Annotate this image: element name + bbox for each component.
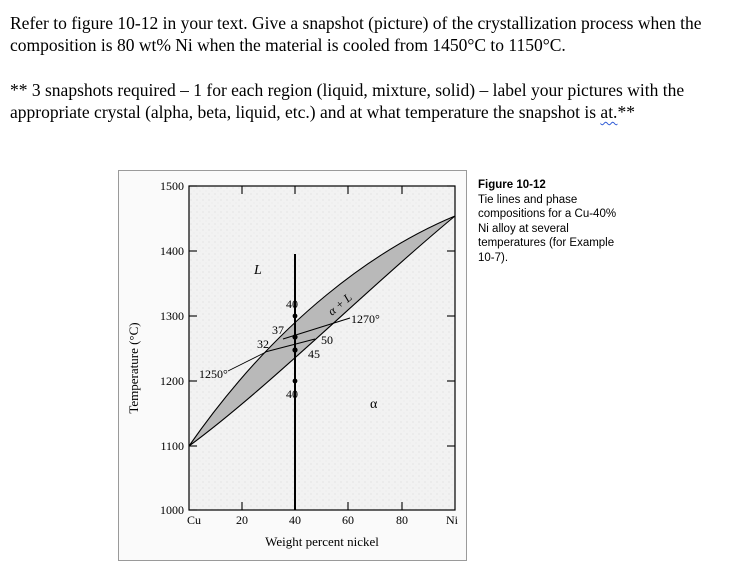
question-paragraph-2: ** 3 snapshots required – 1 for each reg… <box>10 79 740 123</box>
label-32: 32 <box>257 337 269 351</box>
label-1270: 1270° <box>351 312 380 326</box>
y-axis-title: Temperature (°C) <box>126 322 141 413</box>
x-tick-80: 80 <box>396 513 408 527</box>
caption-text: Tie lines and phase compositions for a C… <box>478 193 617 264</box>
label-1250: 1250° <box>199 367 228 381</box>
question-paragraph-2-end: ** <box>617 102 635 122</box>
y-tick-1500: 1500 <box>160 179 184 193</box>
diagram-annotations: 1270° 1250° 40 37 32 50 45 40 <box>199 297 380 401</box>
y-tick-1200: 1200 <box>160 374 184 388</box>
y-tick-1100: 1100 <box>160 439 184 453</box>
y-tick-1400: 1400 <box>160 244 184 258</box>
phase-points <box>292 313 298 384</box>
figure-caption: Figure 10-12 Tie lines and phase composi… <box>478 178 628 265</box>
y-axis-title-dash: - <box>132 383 136 398</box>
y-tick-1300: 1300 <box>160 309 184 323</box>
x-tick-ni: Ni <box>446 513 459 527</box>
label-40-top: 40 <box>286 297 298 311</box>
x-tick-60: 60 <box>342 513 354 527</box>
x-tick-40: 40 <box>289 513 301 527</box>
alpha-plus-liquid-region <box>188 215 456 447</box>
label-40-bottom: 40 <box>286 387 298 401</box>
region-label-liquid: L <box>253 263 262 278</box>
spellcheck-flagged-word: at. <box>600 102 618 122</box>
question-paragraph-2-main: ** 3 snapshots required – 1 for each reg… <box>10 80 685 122</box>
caption-title: Figure 10-12 <box>478 179 546 191</box>
phase-diagram-figure: 1500 1400 1300 1200 1100 1000 Cu 20 40 6… <box>118 168 468 568</box>
leader-1250 <box>227 351 267 372</box>
y-tick-1000: 1000 <box>160 503 184 517</box>
x-tick-20: 20 <box>236 513 248 527</box>
label-50: 50 <box>321 333 333 347</box>
region-label-alpha: α <box>370 397 378 412</box>
phase-diagram: 1500 1400 1300 1200 1100 1000 Cu 20 40 6… <box>118 170 467 561</box>
tie-line-1250 <box>264 338 316 353</box>
y-tick-labels: 1500 1400 1300 1200 1100 1000 <box>160 179 184 517</box>
question-paragraph-1: Refer to figure 10-12 in your text. Give… <box>10 13 702 55</box>
label-37: 37 <box>272 323 284 337</box>
y-axis-ticks <box>189 185 455 511</box>
x-axis-title: Weight percent nickel <box>265 534 379 549</box>
x-tick-cu: Cu <box>187 513 201 527</box>
x-tick-labels: Cu 20 40 60 80 Ni <box>187 513 459 527</box>
label-45: 45 <box>308 347 320 361</box>
